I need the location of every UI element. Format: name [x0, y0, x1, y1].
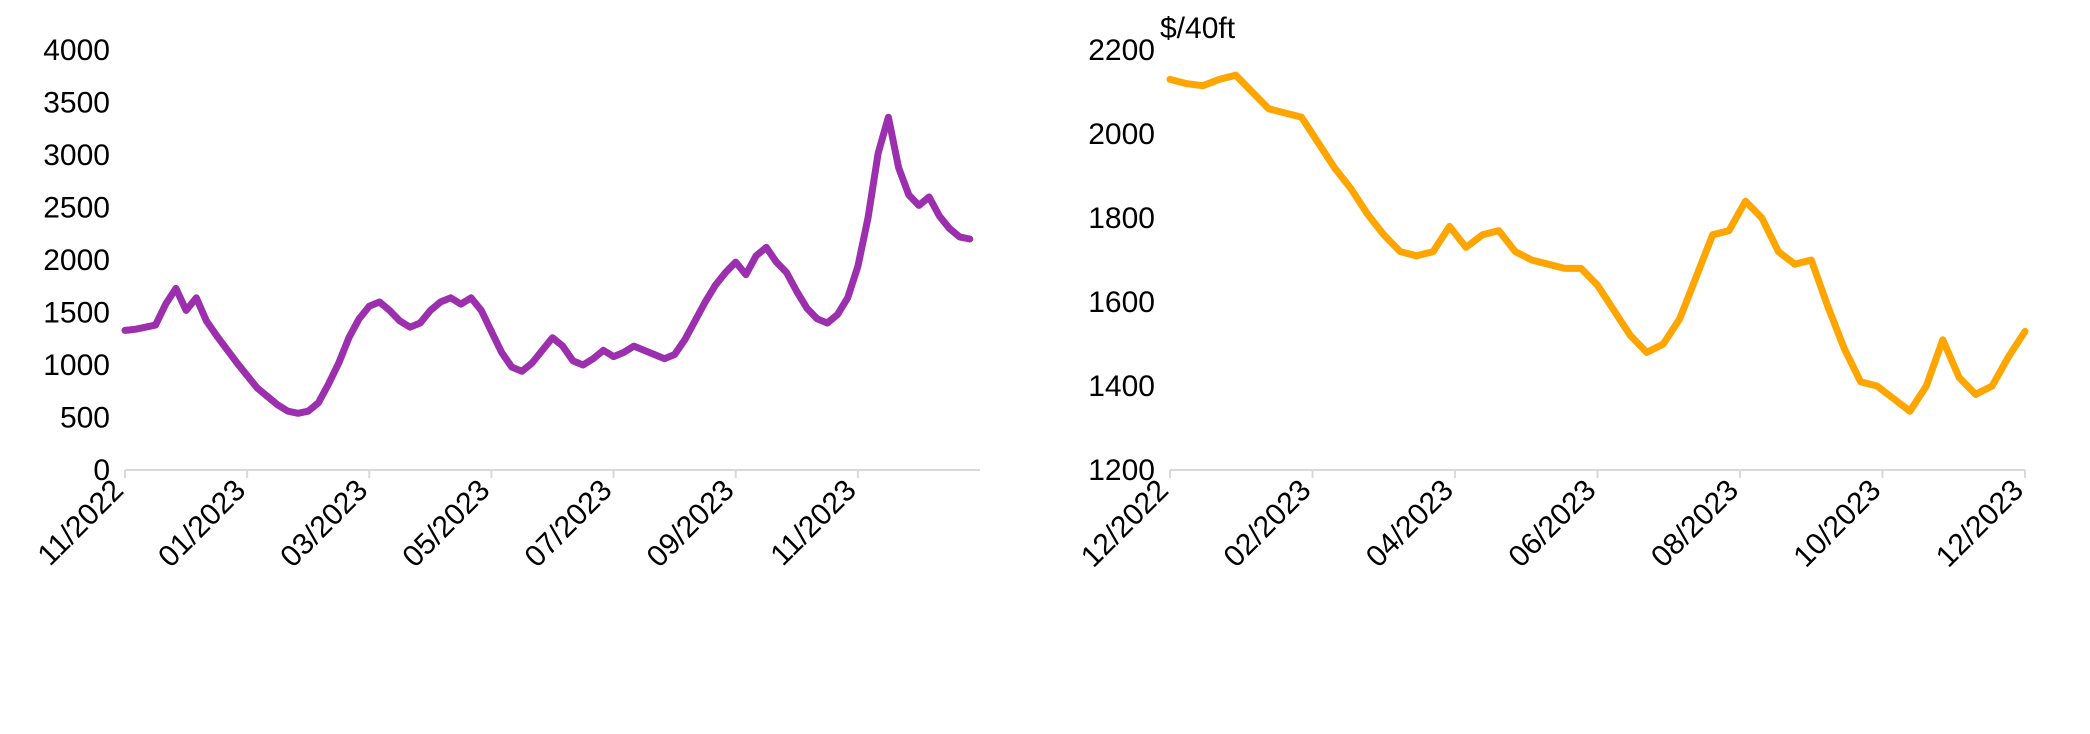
- y-tick-label: 4000: [43, 34, 110, 67]
- x-tick-label: 05/2023: [396, 474, 496, 574]
- y-tick-label: 2000: [43, 244, 110, 277]
- x-tick-label: 12/2023: [1930, 474, 2030, 574]
- y-tick-label: 1800: [1088, 202, 1155, 235]
- x-tick-label: 03/2023: [274, 474, 374, 574]
- y-tick-label: 2000: [1088, 118, 1155, 151]
- x-tick-label: 07/2023: [518, 474, 618, 574]
- chart-pair: 0500100015002000250030003500400011/20220…: [0, 0, 2090, 734]
- x-tick-label: 12/2022: [1075, 474, 1175, 574]
- right-chart-svg: $/40ft12001400160018002000220012/202202/…: [1045, 0, 2090, 734]
- y-tick-label: 3500: [43, 87, 110, 120]
- x-tick-label: 08/2023: [1645, 474, 1745, 574]
- y-tick-label: 1600: [1088, 286, 1155, 319]
- left-chart-svg: 0500100015002000250030003500400011/20220…: [0, 0, 1045, 734]
- x-tick-label: 09/2023: [641, 474, 741, 574]
- x-tick-label: 11/2022: [32, 474, 130, 572]
- x-tick-label: 06/2023: [1502, 474, 1602, 574]
- y-tick-label: 3000: [43, 139, 110, 172]
- left-chart-panel: 0500100015002000250030003500400011/20220…: [0, 0, 1045, 734]
- y-tick-label: 1400: [1088, 370, 1155, 403]
- y-tick-label: 500: [60, 402, 110, 435]
- y-axis-title: $/40ft: [1160, 12, 1236, 45]
- x-tick-label: 01/2023: [152, 474, 252, 574]
- y-tick-label: 1500: [43, 297, 110, 330]
- right-series-line: [1170, 75, 2025, 411]
- left-series-line: [125, 117, 970, 413]
- x-tick-label: 04/2023: [1360, 474, 1460, 574]
- x-tick-label: 02/2023: [1217, 474, 1317, 574]
- y-tick-label: 2200: [1088, 34, 1155, 67]
- y-tick-label: 1000: [43, 349, 110, 382]
- x-tick-label: 10/2023: [1787, 474, 1887, 574]
- right-chart-panel: $/40ft12001400160018002000220012/202202/…: [1045, 0, 2090, 734]
- x-tick-label: 11/2023: [764, 474, 862, 572]
- y-tick-label: 2500: [43, 192, 110, 225]
